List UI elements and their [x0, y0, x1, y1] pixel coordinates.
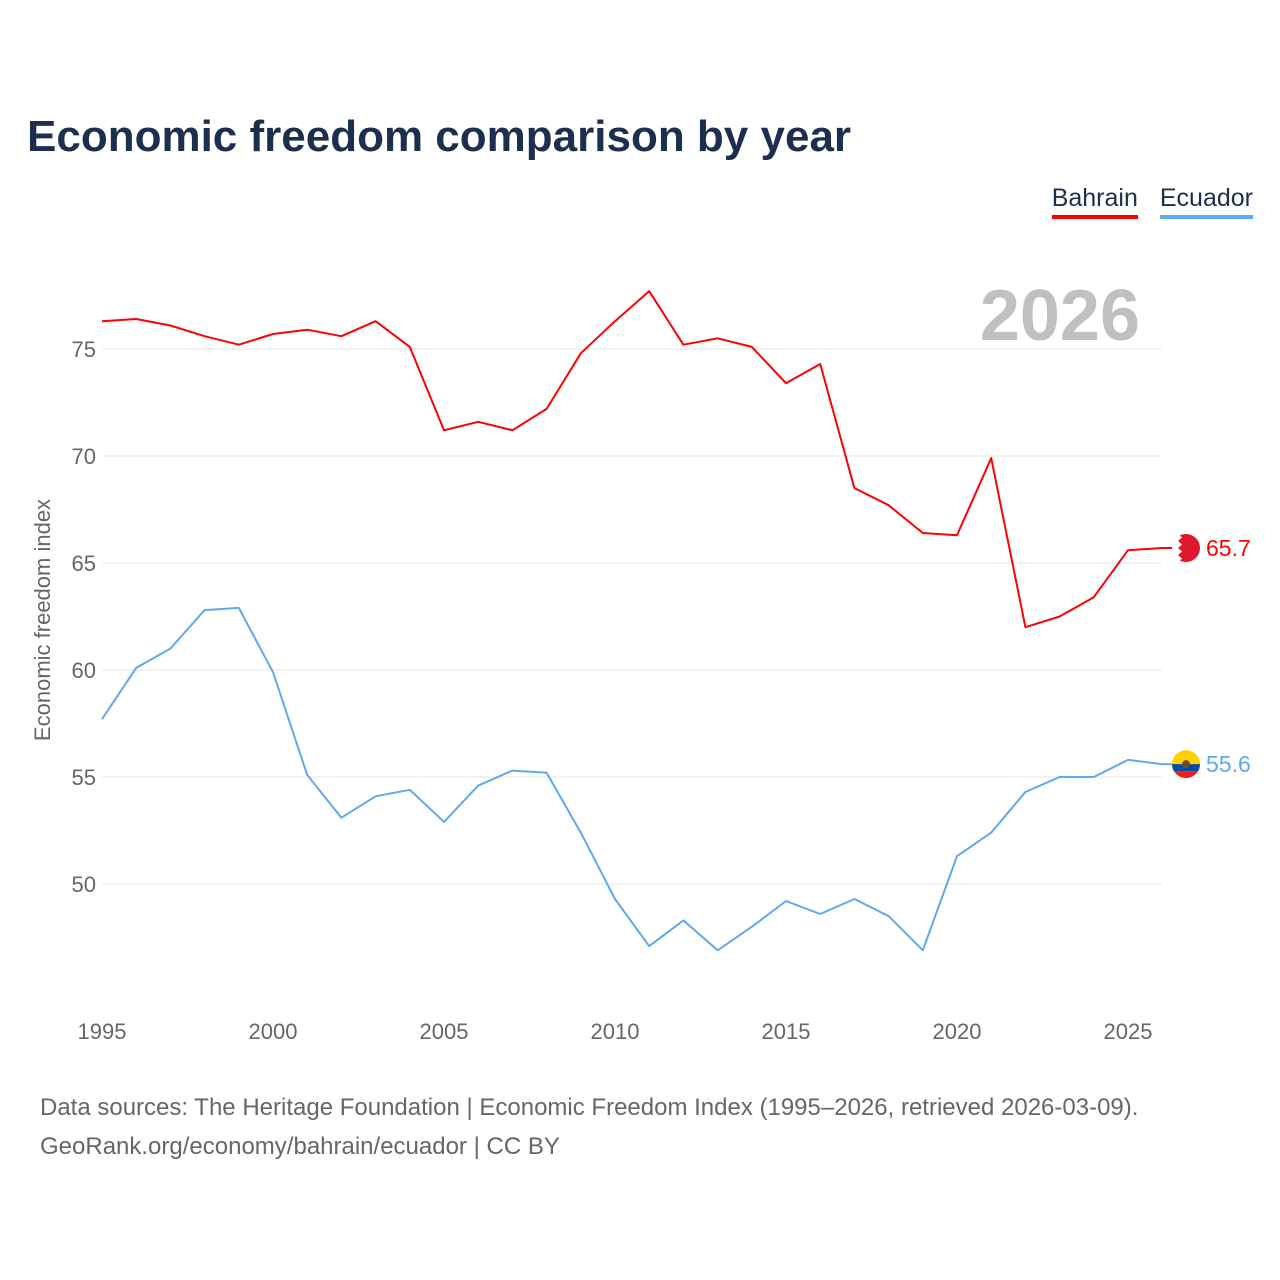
source-link[interactable]: GeoRank.org/economy/bahrain/ecuador | CC… [40, 1133, 560, 1160]
data-point [339, 334, 344, 339]
data-point [1023, 625, 1028, 630]
data-point [202, 334, 207, 339]
y-axis-label: Economic freedom index [30, 499, 55, 741]
data-point [339, 815, 344, 820]
data-point [1126, 757, 1131, 762]
data-point [442, 428, 447, 433]
data-point [989, 456, 994, 461]
data-point [920, 948, 925, 953]
x-tick-label: 2025 [1104, 1019, 1153, 1044]
data-point [886, 914, 891, 919]
x-tick-label: 2005 [420, 1019, 469, 1044]
data-point [955, 854, 960, 859]
data-point [100, 319, 105, 324]
data-point [1091, 775, 1096, 780]
end-value-label-ecuador: 55.6 [1206, 751, 1251, 777]
data-point [442, 819, 447, 824]
data-point [920, 531, 925, 536]
data-point [784, 899, 789, 904]
data-point [1057, 775, 1062, 780]
data-point [476, 783, 481, 788]
data-point [784, 381, 789, 386]
series-line-ecuador [101, 606, 1163, 952]
end-value-label-bahrain: 65.7 [1206, 535, 1251, 561]
data-point [578, 351, 583, 356]
data-point [647, 944, 652, 949]
y-tick-label: 55 [72, 765, 96, 790]
data-point [373, 319, 378, 324]
data-point [647, 289, 652, 294]
data-point [476, 419, 481, 424]
ecuador-flag-red [1174, 771, 1198, 778]
data-point [305, 327, 310, 332]
data-point [1057, 614, 1062, 619]
data-point [373, 794, 378, 799]
data-point [852, 486, 857, 491]
legend: Bahrain Ecuador [1051, 184, 1253, 219]
data-point [134, 317, 139, 322]
data-point [989, 830, 994, 835]
legend-bahrain[interactable]: Bahrain [1051, 184, 1138, 219]
x-tick-label: 2010 [591, 1019, 640, 1044]
data-point [715, 336, 720, 341]
data-point [305, 772, 310, 777]
data-point [749, 344, 754, 349]
data-point [407, 344, 412, 349]
ecuador-flag-emblem [1182, 760, 1190, 769]
data-point [168, 323, 173, 328]
x-tick-label: 2020 [933, 1019, 982, 1044]
data-sources: Data sources: The Heritage Foundation | … [40, 1094, 1139, 1121]
data-point [236, 605, 241, 610]
data-point [818, 361, 823, 366]
x-tick-label: 2000 [249, 1019, 298, 1044]
year-watermark: 2026 [980, 276, 1140, 356]
data-point [134, 665, 139, 670]
data-point [681, 918, 686, 923]
y-tick-label: 65 [72, 551, 96, 576]
data-point [202, 608, 207, 613]
y-tick-label: 70 [72, 444, 96, 469]
footer: Data sources: The Heritage Foundation | … [40, 1088, 1138, 1166]
data-point [236, 342, 241, 347]
data-point [955, 533, 960, 538]
data-point [1023, 789, 1028, 794]
data-point [613, 319, 618, 324]
y-tick-label: 50 [72, 872, 96, 897]
data-point [578, 830, 583, 835]
data-point [613, 896, 618, 901]
x-tick-label: 2015 [762, 1019, 811, 1044]
data-point [818, 911, 823, 916]
data-point [886, 503, 891, 508]
data-point [271, 670, 276, 675]
data-point [749, 924, 754, 929]
y-tick-label: 60 [72, 658, 96, 683]
data-point [544, 406, 549, 411]
data-point [407, 787, 412, 792]
data-point [271, 332, 276, 337]
data-point [852, 896, 857, 901]
bahrain-flag-icon [1172, 534, 1200, 563]
data-point [1126, 548, 1131, 553]
series-line-bahrain [101, 290, 1163, 629]
data-point [168, 646, 173, 651]
y-tick-label: 75 [72, 337, 96, 362]
x-tick-label: 1995 [78, 1019, 127, 1044]
chart-title: Economic freedom comparison by year [27, 112, 852, 161]
data-point [1091, 595, 1096, 600]
data-point [715, 948, 720, 953]
data-point [544, 770, 549, 775]
data-point [510, 428, 515, 433]
data-point [100, 717, 105, 722]
bahrain-flag-stripe [1172, 534, 1182, 563]
data-point [681, 342, 686, 347]
legend-ecuador[interactable]: Ecuador [1159, 184, 1253, 219]
data-point [510, 768, 515, 773]
